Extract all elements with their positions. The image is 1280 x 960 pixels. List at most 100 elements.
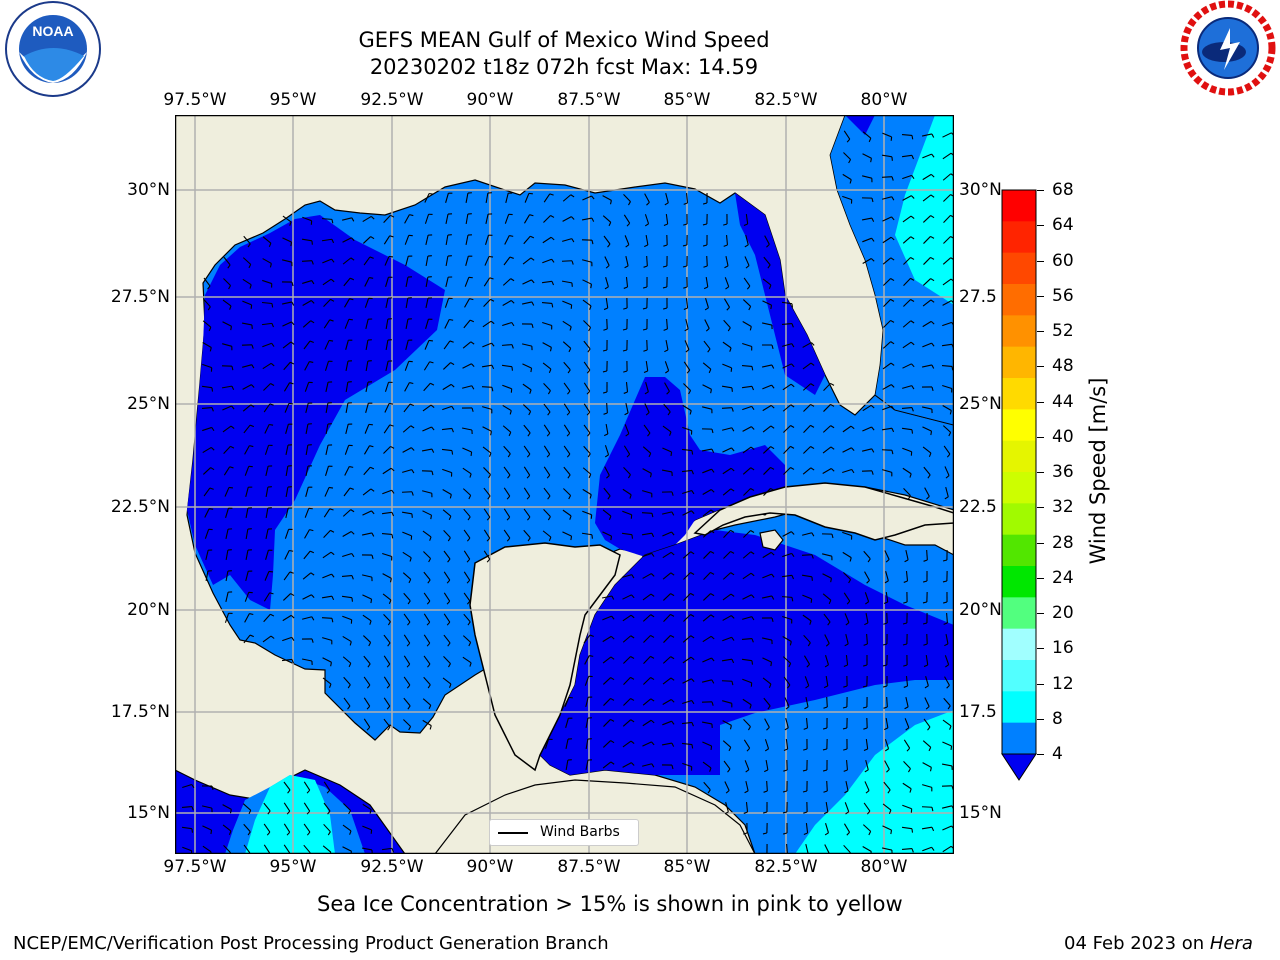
wind-barb-flag [449, 494, 452, 499]
wind-barb [942, 741, 952, 747]
wind-barb [823, 383, 831, 391]
wind-barb-flag [331, 595, 335, 601]
wind-barb [285, 424, 289, 434]
lon-tick-bottom: 92.5°W [360, 857, 424, 877]
wind-barb [945, 487, 949, 497]
wind-barb [265, 550, 269, 560]
wind-barb [425, 297, 429, 309]
wind-barb [764, 739, 770, 749]
wind-barb [582, 279, 592, 285]
colorbar-bin [1002, 190, 1036, 222]
wind-barb [523, 487, 531, 497]
wind-barb [361, 847, 373, 851]
lat-tick-left: 15°N [127, 803, 170, 823]
wind-barb [682, 656, 692, 664]
wind-barb-flag [366, 684, 371, 689]
wind-barb-flag [351, 553, 355, 558]
wind-barb-flag [468, 642, 472, 647]
wind-barb [203, 298, 211, 308]
wind-barb-flag [271, 342, 275, 347]
wind-barb [322, 278, 332, 286]
wind-barb-flag [310, 572, 315, 576]
wind-barb-flag [371, 554, 374, 560]
wind-barb [785, 738, 789, 750]
wind-barb [543, 193, 551, 203]
wind-barb [382, 552, 392, 558]
wind-barb-flag [431, 471, 434, 476]
wind-barb-flag [469, 662, 472, 667]
wind-barb [583, 320, 591, 328]
wind-barb [884, 739, 890, 749]
wind-barb-flag [229, 466, 234, 469]
wind-barb-flag [823, 685, 829, 689]
wind-barb-flag [228, 486, 234, 489]
wind-barb-flag [369, 256, 374, 259]
colorbar-bin [1002, 472, 1036, 504]
wind-barb [325, 382, 329, 392]
wind-barb [605, 297, 609, 309]
wind-barb-flag [291, 301, 295, 306]
wind-barb [385, 318, 389, 330]
wind-barb [465, 192, 469, 204]
wind-barb [325, 402, 329, 414]
wind-barb-flag [623, 307, 628, 310]
wind-barb [882, 216, 892, 222]
wind-barb-flag [428, 705, 432, 710]
wind-barb [383, 214, 391, 224]
wind-barb [583, 382, 591, 392]
wind-barb-flag [682, 265, 688, 268]
wind-barb [862, 448, 872, 452]
wind-barb [403, 719, 411, 727]
wind-barb [605, 277, 609, 287]
wind-barb-flag [750, 467, 755, 471]
wind-barb-flag [331, 573, 335, 578]
wind-barb-flag [350, 257, 355, 261]
wind-barb [422, 698, 432, 706]
wind-barb [543, 403, 551, 413]
wind-barb [585, 759, 589, 771]
wind-barb-flag [289, 382, 294, 385]
wind-barb [382, 573, 392, 579]
wind-barb-flag [527, 516, 531, 521]
wind-barb-flag [942, 580, 947, 583]
wind-barb [723, 760, 731, 770]
wind-barb [606, 402, 608, 414]
wind-barb-flag [387, 621, 391, 626]
wind-barb [763, 697, 771, 707]
wind-barb-flag [507, 453, 511, 458]
wind-barb [342, 635, 352, 643]
wind-barb-flag [427, 684, 431, 689]
wind-barb-flag [389, 235, 394, 238]
wind-barb [443, 656, 451, 664]
wind-barb [505, 193, 509, 203]
wind-barb [943, 215, 951, 223]
wind-barb [424, 214, 430, 224]
wind-barb-flag [745, 769, 750, 773]
wind-barb-flag [450, 383, 455, 388]
wind-barb-flag [311, 280, 315, 285]
wind-barb [721, 385, 733, 389]
wind-barb-flag [470, 451, 473, 457]
wind-barb [604, 256, 610, 266]
wind-barb-flag [903, 664, 908, 667]
wind-barb-flag [490, 431, 492, 436]
wind-barb-flag [491, 387, 494, 392]
wind-barb-flag [310, 300, 315, 304]
colorbar-tick-mark [1037, 472, 1044, 473]
wind-barb [702, 489, 712, 495]
wind-barb [703, 340, 711, 350]
wind-barb [422, 719, 432, 727]
wind-barb-flag [670, 634, 675, 638]
colorbar-tick-label: 52 [1052, 321, 1074, 341]
wind-barb [942, 805, 952, 809]
wind-barb [782, 383, 792, 391]
legend: Wind Barbs [489, 819, 639, 846]
wind-barb [842, 551, 852, 559]
wind-barb [443, 362, 451, 370]
wind-barb [582, 195, 592, 201]
wind-barb-flag [228, 285, 232, 290]
wind-barb-flag [929, 767, 932, 772]
wind-barb-flag [430, 515, 433, 520]
wind-barb-flag [931, 364, 935, 369]
wind-barb [843, 823, 851, 833]
